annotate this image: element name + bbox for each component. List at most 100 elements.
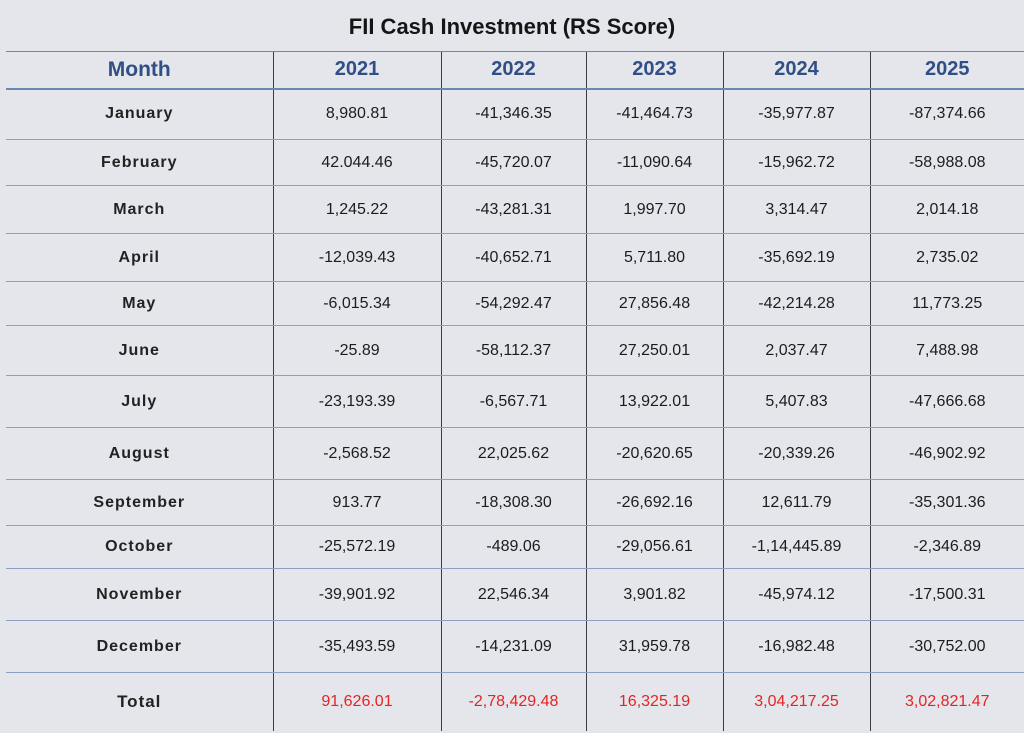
month-cell: March xyxy=(6,185,273,234)
value-cell: -6,015.34 xyxy=(272,281,441,326)
value-cell: -30,752.00 xyxy=(869,620,1024,673)
value-cell: -41,346.35 xyxy=(440,88,586,140)
total-value-cell: 3,02,821.47 xyxy=(869,672,1024,731)
value-cell: -26,692.16 xyxy=(585,479,723,526)
value-cell: -46,902.92 xyxy=(869,427,1024,480)
month-cell: May xyxy=(6,281,273,326)
value-cell: 1,245.22 xyxy=(272,185,441,234)
value-cell: -45,720.07 xyxy=(440,139,586,186)
value-cell: 11,773.25 xyxy=(869,281,1024,326)
table-row: October -25,572.19 -489.06 -29,056.61 -1,14,… xyxy=(6,525,1024,569)
value-cell: -17,500.31 xyxy=(869,568,1024,621)
month-cell: June xyxy=(6,325,273,376)
table-row: September 913.77 -18,308.30 -26,692.16 12,61… xyxy=(6,479,1024,526)
total-value-cell: 16,325.19 xyxy=(585,672,723,731)
column-header-2022: 2022 xyxy=(440,51,586,90)
value-cell: -2,568.52 xyxy=(272,427,441,480)
value-cell: -18,308.30 xyxy=(440,479,586,526)
value-cell: -47,666.68 xyxy=(869,375,1024,428)
column-header-2025: 2025 xyxy=(869,51,1024,90)
table-row: June -25.89 -58,112.37 27,250.01 2,037.47 7,4… xyxy=(6,325,1024,376)
month-cell: December xyxy=(6,620,273,673)
total-value-cell: -2,78,429.48 xyxy=(440,672,586,731)
value-cell: -45,974.12 xyxy=(722,568,870,621)
value-cell: 1,997.70 xyxy=(585,185,723,234)
value-cell: -35,301.36 xyxy=(869,479,1024,526)
value-cell: -15,962.72 xyxy=(722,139,870,186)
total-value-cell: 91,626.01 xyxy=(272,672,441,731)
value-cell: 2,014.18 xyxy=(869,185,1024,234)
value-cell: -20,339.26 xyxy=(722,427,870,480)
value-cell: -39,901.92 xyxy=(272,568,441,621)
value-cell: -12,039.43 xyxy=(272,233,441,282)
table-row: April -12,039.43 -40,652.71 5,711.80 -35,692… xyxy=(6,233,1024,282)
value-cell: -6,567.71 xyxy=(440,375,586,428)
total-row: Total 91,626.01 -2,78,429.48 16,325.19 3,04,… xyxy=(6,672,1024,731)
value-cell: -29,056.61 xyxy=(585,525,723,569)
value-cell: 2,735.02 xyxy=(869,233,1024,282)
month-cell: August xyxy=(6,427,273,480)
value-cell: 22,546.34 xyxy=(440,568,586,621)
table-row: May -6,015.34 -54,292.47 27,856.48 -42,214.2… xyxy=(6,281,1024,326)
value-cell: 27,856.48 xyxy=(585,281,723,326)
total-value-cell: 3,04,217.25 xyxy=(722,672,870,731)
total-label: Total xyxy=(117,691,162,711)
table-row: March 1,245.22 -43,281.31 1,997.70 3,314.47 2… xyxy=(6,185,1024,234)
column-header-2023: 2023 xyxy=(585,51,723,90)
value-cell: 5,407.83 xyxy=(722,375,870,428)
table-row: July -23,193.39 -6,567.71 13,922.01 5,407.83… xyxy=(6,375,1024,428)
value-cell: 22,025.62 xyxy=(440,427,586,480)
value-cell: -11,090.64 xyxy=(585,139,723,186)
month-cell: October xyxy=(6,525,273,569)
value-cell: -43,281.31 xyxy=(440,185,586,234)
value-cell: 31,959.78 xyxy=(585,620,723,673)
value-cell: 3,901.82 xyxy=(585,568,723,621)
value-cell: -35,493.59 xyxy=(272,620,441,673)
table-row: January 8,980.81 -41,346.35 -41,464.73 -35,9… xyxy=(6,88,1024,140)
header-row: Month 2021 2022 2023 2024 2025 xyxy=(6,51,1024,90)
value-cell: 13,922.01 xyxy=(585,375,723,428)
value-cell: 7,488.98 xyxy=(869,325,1024,376)
value-cell: -35,977.87 xyxy=(722,88,870,140)
month-cell: September xyxy=(6,479,273,526)
value-cell: -1,14,445.89 xyxy=(722,525,870,569)
value-cell: -42,214.28 xyxy=(722,281,870,326)
value-cell: -87,374.66 xyxy=(869,88,1024,140)
month-cell: July xyxy=(6,375,273,428)
value-cell: -54,292.47 xyxy=(440,281,586,326)
value-cell: -35,692.19 xyxy=(722,233,870,282)
value-cell: 2,037.47 xyxy=(722,325,870,376)
value-cell: -2,346.89 xyxy=(869,525,1024,569)
value-cell: -20,620.65 xyxy=(585,427,723,480)
value-cell: -23,193.39 xyxy=(272,375,441,428)
value-cell: 3,314.47 xyxy=(722,185,870,234)
value-cell: 27,250.01 xyxy=(585,325,723,376)
value-cell: -58,112.37 xyxy=(440,325,586,376)
table-body: January 8,980.81 -41,346.35 -41,464.73 -35,9… xyxy=(6,88,1024,731)
fii-table: Month 2021 2022 2023 2024 2025 January 8,… xyxy=(6,51,1024,731)
value-cell: -25,572.19 xyxy=(272,525,441,569)
table-row: December -35,493.59 -14,231.09 31,959.78 -16… xyxy=(6,620,1024,673)
column-header-2024: 2024 xyxy=(722,51,870,90)
value-cell: -25.89 xyxy=(272,325,441,376)
table-row: November -39,901.92 22,546.34 3,901.82 -45,9… xyxy=(6,568,1024,621)
value-cell: 42.044.46 xyxy=(272,139,441,186)
value-cell: 913.77 xyxy=(272,479,441,526)
value-cell: -14,231.09 xyxy=(440,620,586,673)
value-cell: -58,988.08 xyxy=(869,139,1024,186)
month-cell: April xyxy=(6,233,273,282)
value-cell: -41,464.73 xyxy=(585,88,723,140)
value-cell: 12,611.79 xyxy=(722,479,870,526)
table-title: FII Cash Investment (RS Score) xyxy=(348,14,676,39)
month-cell: February xyxy=(6,139,273,186)
month-cell: November xyxy=(6,568,273,621)
table-row: August -2,568.52 22,025.62 -20,620.65 -20,33… xyxy=(6,427,1024,480)
value-cell: 8,980.81 xyxy=(272,88,441,140)
table-row: February 42.044.46 -45,720.07 -11,090.64 -15… xyxy=(6,139,1024,186)
value-cell: 5,711.80 xyxy=(585,233,723,282)
value-cell: -16,982.48 xyxy=(722,620,870,673)
value-cell: -489.06 xyxy=(440,525,586,569)
month-cell: January xyxy=(6,88,273,140)
column-header-month: Month xyxy=(6,51,273,90)
column-header-2021: 2021 xyxy=(272,51,441,90)
